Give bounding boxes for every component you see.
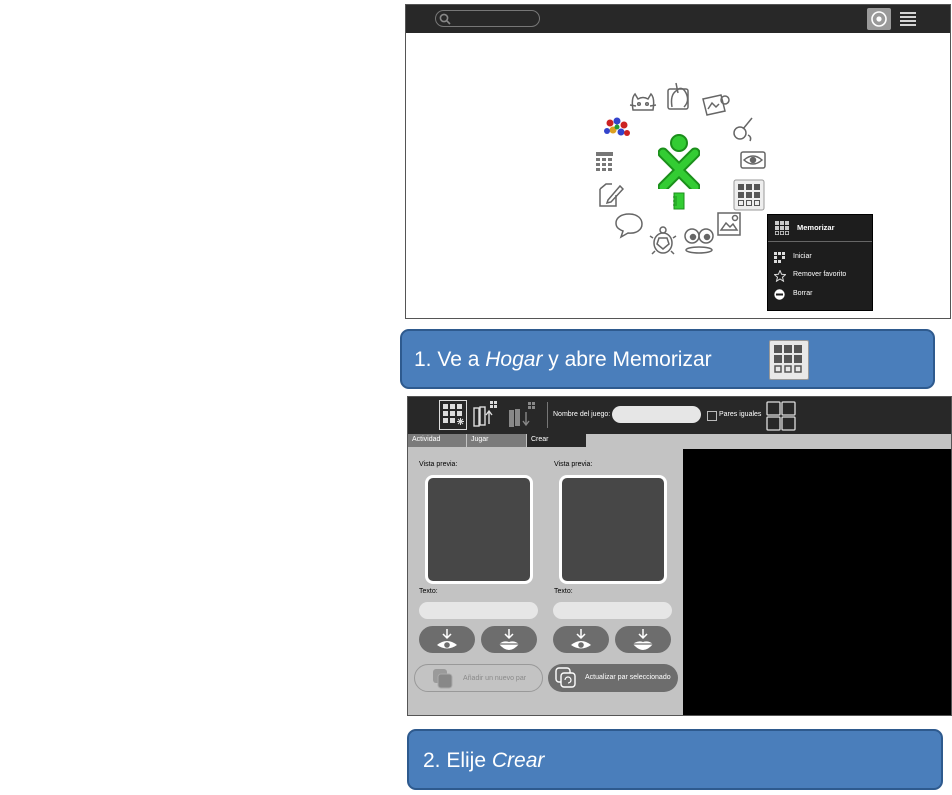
home-toolbar xyxy=(406,5,950,33)
flowers-icon[interactable] xyxy=(602,115,632,139)
memorize-create-screenshot: Nombre del juego: Pares iguales Activida… xyxy=(407,396,952,716)
preview-label: Vista previa: xyxy=(419,461,458,468)
lips-icon xyxy=(499,629,519,650)
step-2-callout: 2. Elije Crear xyxy=(407,729,943,790)
menu-item-label: Iniciar xyxy=(793,253,812,260)
memorize-activity-icon xyxy=(769,340,809,380)
turtle-icon[interactable] xyxy=(649,226,677,256)
menu-item-remove-favorite[interactable]: Remover favorito xyxy=(768,267,872,283)
choose-image-button-1[interactable] xyxy=(419,626,475,653)
save-game-icon[interactable] xyxy=(507,400,537,430)
menu-item-label: Remover favorito xyxy=(793,271,847,278)
context-menu-title: Memorizar xyxy=(797,223,835,232)
calculator-icon[interactable] xyxy=(595,150,615,174)
eye-icon[interactable] xyxy=(739,150,767,170)
list-view-icon xyxy=(900,12,916,26)
choose-image-button-2[interactable] xyxy=(553,626,609,653)
text-label: Texto: xyxy=(554,588,573,595)
tab-activity[interactable]: Actividad xyxy=(408,434,466,447)
tab-play[interactable]: Jugar xyxy=(467,434,526,447)
choose-sound-button-2[interactable] xyxy=(615,626,671,653)
preview-label: Vista previa: xyxy=(554,461,593,468)
card-text-input-1[interactable] xyxy=(419,602,538,619)
write-icon[interactable] xyxy=(596,181,624,209)
speech-bubble-icon[interactable] xyxy=(614,211,644,239)
ring-view-icon xyxy=(871,11,887,27)
activity-tabs: Actividad Jugar Crear xyxy=(408,434,951,447)
equal-pairs-label: Pares iguales xyxy=(719,411,762,418)
memorize-toolbar: Nombre del juego: Pares iguales xyxy=(408,397,951,434)
update-pair-label: Actualizar par seleccionado xyxy=(585,674,671,681)
journal-icon[interactable] xyxy=(672,192,686,210)
image-card-icon[interactable] xyxy=(700,91,730,117)
puzzle-icon[interactable] xyxy=(715,210,743,238)
add-pair-icon xyxy=(433,669,453,689)
star-icon xyxy=(774,270,786,282)
favorites-view-button[interactable] xyxy=(867,8,891,30)
lips-icon xyxy=(633,629,653,650)
play-grid-icon xyxy=(774,252,785,263)
toolbar-separator xyxy=(547,402,548,428)
text-label: Texto: xyxy=(419,588,438,595)
activity-context-menu: Memorizar Iniciar Remover favorito Borra… xyxy=(767,214,873,311)
cat-icon[interactable] xyxy=(629,90,657,114)
minus-circle-icon xyxy=(774,289,785,300)
update-pair-icon xyxy=(555,667,576,688)
eyes-icon[interactable] xyxy=(682,225,716,255)
list-view-button[interactable] xyxy=(898,10,918,28)
eye-icon xyxy=(571,629,591,649)
step-1-text: 1. Ve a Hogar y abre Memorizar xyxy=(414,348,712,371)
search-input[interactable] xyxy=(435,10,540,27)
context-menu-header: Memorizar xyxy=(768,215,872,242)
grid-size-icon[interactable] xyxy=(766,401,796,431)
card-preview-1[interactable] xyxy=(425,475,533,584)
add-pair-button[interactable]: Añadir un nuevo par xyxy=(414,664,543,692)
game-board-canvas[interactable] xyxy=(683,449,951,715)
step-1-callout: 1. Ve a Hogar y abre Memorizar xyxy=(400,329,935,389)
menu-item-label: Borrar xyxy=(793,290,813,297)
card-preview-2[interactable] xyxy=(559,475,667,584)
memorize-grid-icon xyxy=(774,221,789,235)
memorize-grid-icon[interactable] xyxy=(733,179,765,211)
menu-item-start[interactable]: Iniciar xyxy=(768,249,872,265)
game-name-label: Nombre del juego: xyxy=(553,411,611,418)
eye-icon xyxy=(437,629,457,649)
new-game-grid-icon[interactable] xyxy=(439,400,467,430)
load-game-icon[interactable] xyxy=(472,400,500,430)
choose-sound-button-1[interactable] xyxy=(481,626,537,653)
home-view-screenshot: Memorizar Iniciar Remover favorito Borra… xyxy=(405,4,951,319)
game-name-input[interactable] xyxy=(612,406,701,423)
xo-buddy-icon[interactable] xyxy=(658,133,700,189)
card-text-input-2[interactable] xyxy=(553,602,672,619)
brush-icon[interactable] xyxy=(728,115,756,143)
paint-hand-icon[interactable] xyxy=(664,81,694,111)
menu-item-erase[interactable]: Borrar xyxy=(768,286,872,302)
step-2-text: 2. Elije Crear xyxy=(423,749,545,772)
search-icon xyxy=(439,13,451,25)
equal-pairs-checkbox[interactable] xyxy=(707,411,717,421)
tab-create[interactable]: Crear xyxy=(527,434,586,447)
update-pair-button[interactable]: Actualizar par seleccionado xyxy=(548,664,678,692)
add-pair-label: Añadir un nuevo par xyxy=(463,675,527,682)
